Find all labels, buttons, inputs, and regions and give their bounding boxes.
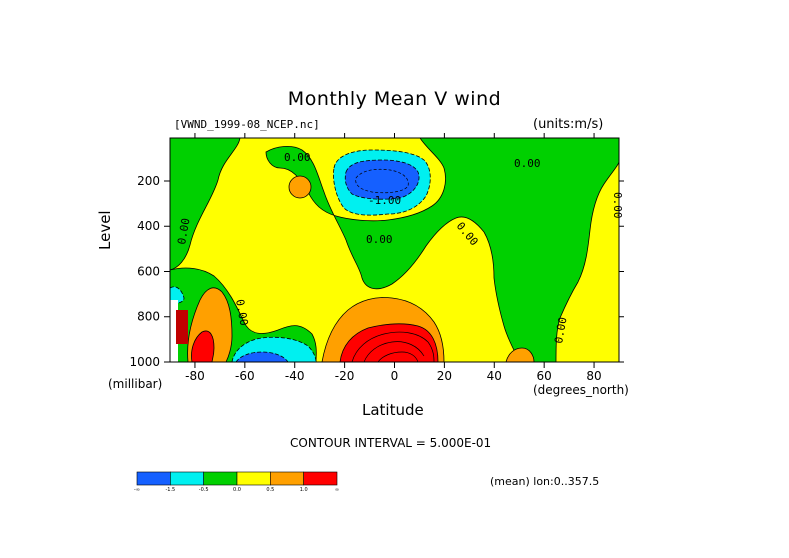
colorbar-label: 0.0 — [233, 487, 241, 493]
colorbar-label: ∞ — [335, 487, 339, 493]
x-tick-label: -80 — [185, 369, 205, 383]
contour-region-red — [191, 330, 215, 362]
colorbar-swatch — [270, 471, 304, 486]
y-axis-unit: (millibar) — [108, 377, 163, 391]
colorbar-swatch — [303, 471, 338, 486]
contour-region-blue — [235, 351, 289, 362]
contour-region-green — [170, 138, 241, 271]
x-tick-label: -20 — [335, 369, 355, 383]
contour-interval-label: CONTOUR INTERVAL = 5.000E-01 — [290, 436, 492, 450]
x-tick-label: -40 — [285, 369, 305, 383]
y-tick-label: 800 — [137, 310, 160, 324]
colorbar-label: -1.5 — [165, 487, 175, 493]
contour-region-green — [265, 138, 619, 362]
colorbar-label: -∞ — [134, 487, 140, 493]
contour-line — [363, 341, 425, 362]
contour-region-orange — [505, 347, 535, 362]
axes: -80 -60 -40 -20 0 20 40 60 80 1000 800 600 400 200 — [129, 133, 624, 383]
colorbar-label: 1.0 — [300, 487, 308, 493]
x-tick-label: 20 — [437, 369, 452, 383]
x-axis-unit: (degrees_north) — [533, 383, 629, 397]
x-tick-label: -60 — [235, 369, 255, 383]
x-axis-label: Latitude — [362, 401, 424, 419]
x-tick-label: 40 — [487, 369, 502, 383]
contour-label: 0.00 — [284, 151, 311, 164]
contour-fill-layer — [170, 138, 619, 362]
contour-region-orange — [288, 175, 312, 199]
chart-title: Monthly Mean V wind — [287, 88, 502, 110]
y-tick-label: 200 — [137, 174, 160, 188]
contour-label: 0.00 — [611, 192, 624, 219]
x-tick-label: 0 — [391, 369, 399, 383]
contour-region-blue — [344, 159, 420, 200]
x-tick-label: 80 — [586, 369, 601, 383]
x-tick-label: 60 — [537, 369, 552, 383]
units-label: (units:m/s) — [533, 117, 604, 132]
contour-line — [377, 351, 419, 362]
colorbar-label: 0.5 — [266, 487, 274, 493]
contour-region-red — [339, 323, 439, 362]
mean-label: (mean) lon:0..357.5 — [490, 475, 600, 488]
colorbar: -∞ -1.5 -0.5 0.0 0.5 1.0 ∞ — [134, 471, 339, 493]
y-tick-label: 1000 — [129, 355, 160, 369]
colorbar-swatch — [136, 471, 171, 486]
contour-label: 0.00 — [514, 157, 541, 170]
colorbar-label: -0.5 — [199, 487, 209, 493]
missing-data-area — [170, 300, 178, 362]
contour-label: 0.00 — [552, 316, 569, 344]
y-tick-label: 600 — [137, 264, 160, 278]
dataset-label: [VWND_1999-08_NCEP.nc] — [174, 118, 320, 131]
contour-label: 0.00 — [175, 217, 192, 245]
contour-region-red — [176, 310, 188, 344]
colorbar-swatch — [170, 471, 204, 486]
contour-label: 0.00 — [366, 233, 393, 246]
contour-label: 0.00 — [233, 298, 250, 326]
colorbar-swatch — [203, 471, 238, 486]
colorbar-swatch — [236, 471, 271, 486]
contour-line — [351, 331, 435, 362]
y-tick-label: 400 — [137, 219, 160, 233]
contour-label: -1.00 — [368, 194, 401, 207]
